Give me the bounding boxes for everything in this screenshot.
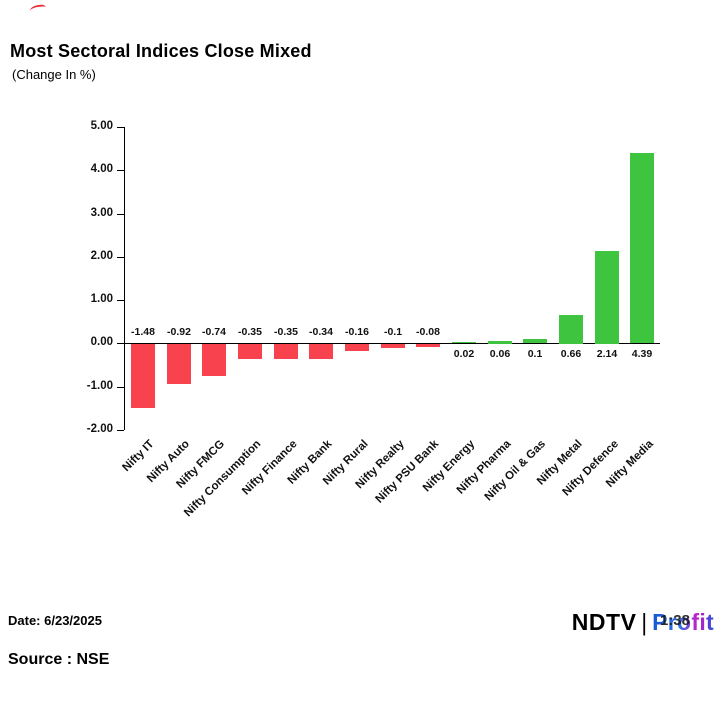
bar-positive: [488, 341, 512, 344]
y-tick-mark: [117, 387, 124, 388]
bar-value-label: 0.66: [560, 348, 582, 360]
y-tick-label: 1.00: [90, 293, 113, 305]
bar-negative: [381, 344, 405, 348]
bar-value-label: -1.48: [131, 326, 155, 338]
y-tick-label: 3.00: [90, 207, 113, 219]
x-axis-label: Nifty PSU Bank: [373, 438, 442, 506]
page-title: Most Sectoral Indices Close Mixed: [10, 41, 312, 61]
ndtv-profit-logo: NDTV | Profit 1:38: [571, 608, 714, 636]
bar-value-label: -0.74: [202, 326, 226, 338]
y-tick-label: -2.00: [86, 423, 113, 435]
y-tick-mark: [117, 300, 124, 301]
zero-line: [125, 343, 660, 344]
bar-value-label: -0.92: [167, 326, 191, 338]
y-tick-mark: [117, 214, 124, 215]
y-tick-mark: [117, 430, 124, 431]
profit-logo-text: Profit: [652, 609, 714, 635]
timestamp-overlay: 1:38: [659, 612, 690, 629]
bar-positive: [452, 342, 476, 343]
y-tick-label: 5.00: [90, 120, 113, 132]
y-tick-label: 4.00: [90, 163, 113, 175]
y-tick-mark: [117, 170, 124, 171]
y-tick-mark: [117, 127, 124, 128]
bar-value-label: 0.06: [489, 348, 511, 360]
bar-value-label: 2.14: [596, 348, 618, 360]
bar-negative: [167, 344, 191, 384]
page-subtitle: (Change In %): [12, 67, 96, 82]
bar-negative: [202, 344, 226, 376]
logo-separator: |: [641, 608, 648, 636]
bar-value-label: -0.34: [309, 326, 333, 338]
bar-negative: [345, 344, 369, 351]
y-axis-line: [124, 127, 125, 430]
bar-value-label: -0.08: [416, 326, 440, 338]
y-tick-label: 2.00: [90, 250, 113, 262]
bar-value-label: 0.1: [527, 348, 543, 360]
ndtv-logo-text: NDTV: [571, 609, 637, 635]
bar-value-label: -0.35: [274, 326, 298, 338]
bar-positive: [523, 339, 547, 343]
date-label: Date: 6/23/2025: [8, 613, 102, 628]
y-tick-label: -1.00: [86, 380, 113, 392]
y-tick-mark: [117, 257, 124, 258]
bar-negative: [238, 344, 262, 359]
bar-value-label: -0.35: [238, 326, 262, 338]
bar-value-label: 0.02: [453, 348, 475, 360]
bar-positive: [595, 251, 619, 344]
y-tick-label: 0.00: [90, 336, 113, 348]
bar-positive: [559, 315, 583, 344]
bar-negative: [274, 344, 298, 359]
bar-positive: [630, 153, 654, 343]
bar-value-label: -0.1: [383, 326, 403, 338]
source-label: Source : NSE: [8, 651, 110, 668]
bar-value-label: -0.16: [345, 326, 369, 338]
bar-value-label: 4.39: [631, 348, 653, 360]
bar-negative: [416, 344, 440, 347]
y-tick-mark: [117, 343, 124, 344]
bar-negative: [309, 344, 333, 359]
bar-negative: [131, 344, 155, 408]
x-axis-label: Nifty Oil & Gas: [483, 438, 549, 504]
